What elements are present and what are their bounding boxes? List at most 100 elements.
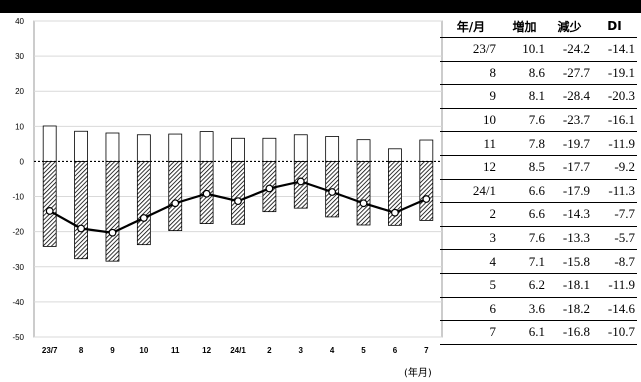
decrease-bar	[136, 161, 151, 246]
table-row: 6 3.6 -18.2 -14.6	[440, 297, 637, 322]
di-point	[139, 214, 148, 222]
table-cell: -11.9	[592, 131, 637, 156]
increase-bar	[262, 137, 277, 162]
table-cell: -20.3	[592, 84, 637, 109]
increase-bar	[388, 148, 402, 162]
table-cell: 6.1	[502, 320, 547, 345]
x-tick-label: 2	[267, 346, 272, 355]
table-cell: -15.8	[547, 249, 592, 274]
table-cell: 7	[440, 320, 502, 345]
x-tick-label: 6	[393, 346, 398, 355]
increase-bar	[231, 137, 245, 162]
decrease-bar	[168, 161, 183, 232]
table-cell: 8.1	[502, 84, 547, 109]
table-cell: -28.4	[547, 84, 592, 109]
table-cell: 6.2	[502, 273, 547, 298]
x-tick-label: 9	[110, 346, 115, 355]
table-row: 9 8.1 -28.4 -20.3	[440, 84, 637, 109]
decrease-bar	[356, 161, 371, 226]
table-cell: 12	[440, 155, 502, 180]
table-cell: 24/1	[440, 179, 502, 204]
table-cell: -10.7	[592, 320, 637, 345]
table-cell: 8.5	[502, 155, 547, 180]
y-tick-label: 10	[15, 122, 24, 131]
top-title-bar	[0, 0, 641, 13]
y-tick-label: -40	[12, 298, 24, 307]
x-tick-label: 5	[361, 346, 366, 355]
table-header-cell: 増加	[502, 15, 547, 38]
table-row: 4 7.1 -15.8 -8.7	[440, 249, 637, 274]
table-cell: -19.7	[547, 131, 592, 156]
decrease-bar	[419, 161, 434, 221]
di-point	[234, 197, 242, 206]
table-cell: -18.1	[547, 273, 592, 298]
table-cell: 7.1	[502, 249, 547, 274]
table-cell: -13.3	[547, 226, 592, 251]
table-row: 23/7 10.1 -24.2 -14.1	[440, 37, 637, 62]
table-cell: -24.2	[547, 37, 592, 62]
table-cell: -7.7	[592, 202, 637, 227]
y-tick-label: -10	[12, 193, 24, 202]
table-row: 3 7.6 -13.3 -5.7	[440, 226, 637, 251]
table-cell: 23/7	[440, 37, 502, 62]
di-point	[265, 184, 274, 193]
table-cell: 6.6	[502, 202, 547, 227]
x-tick-label: 23/7	[42, 346, 58, 355]
increase-bar	[168, 133, 183, 162]
table-cell: -11.9	[592, 273, 637, 298]
x-tick-label: 11	[171, 346, 180, 355]
table-cell: -8.7	[592, 249, 637, 274]
increase-bar	[74, 130, 88, 162]
table-cell: -5.7	[592, 226, 637, 251]
table-row: 5 6.2 -18.1 -11.9	[440, 273, 637, 298]
increase-bar	[199, 131, 214, 162]
di-point	[422, 195, 431, 203]
data-table: 年/月 増加 減少 DI 23/7 10.1 -24.2 -14.1 8 8.6 -27.7 -19…	[440, 15, 637, 345]
decrease-bar	[105, 161, 120, 262]
x-tick-label: 12	[202, 346, 211, 355]
table-body: 23/7 10.1 -24.2 -14.1 8 8.6 -27.7 -19.1 9 8.1 -28.…	[440, 37, 637, 345]
x-tick-label: 10	[139, 346, 148, 355]
table-cell: 10	[440, 108, 502, 133]
table-cell: -17.9	[547, 179, 592, 204]
table-cell: 2	[440, 202, 502, 227]
table-cell: -18.2	[547, 297, 592, 322]
di-chart: 40 30 20 10 0 -10 -20 -30 -40 -50 23/7 8 9 10 11 12 24/…	[12, 17, 443, 355]
table-cell: -16.1	[592, 108, 637, 133]
di-point	[391, 208, 399, 217]
increase-bar	[293, 134, 308, 162]
x-axis-labels: 23/7 8 9 10 11 12 24/1 2 3 4 5 6 7	[42, 346, 429, 355]
table-cell: -9.2	[592, 155, 637, 180]
table-cell: -14.1	[592, 37, 637, 62]
increase-bar	[136, 134, 151, 162]
y-tick-label: 40	[15, 17, 24, 26]
table-cell: 5	[440, 273, 502, 298]
table-cell: 7.6	[502, 226, 547, 251]
table-row: 10 7.6 -23.7 -16.1	[440, 108, 637, 133]
table-row: 12 8.5 -17.7 -9.2	[440, 155, 637, 180]
table-header-cell: 年/月	[440, 15, 502, 38]
increase-bar	[105, 132, 120, 162]
y-tick-label: -20	[12, 228, 24, 237]
di-point	[202, 189, 211, 198]
decrease-bar	[231, 161, 245, 225]
di-point	[328, 188, 337, 196]
table-cell: 11	[440, 131, 502, 156]
y-tick-label: -30	[12, 263, 24, 272]
decrease-bar	[42, 161, 57, 247]
table-row: 7 6.1 -16.8 -10.7	[440, 320, 637, 345]
increase-bar	[42, 125, 57, 162]
x-tick-label: 7	[424, 346, 429, 355]
decrease-bar	[74, 161, 88, 260]
table-header-cell: 減少	[547, 15, 592, 38]
table-cell: 7.8	[502, 131, 547, 156]
table-cell: 4	[440, 249, 502, 274]
table-row: 11 7.8 -19.7 -11.9	[440, 131, 637, 156]
y-tick-label: 0	[20, 157, 25, 166]
table-header-row: 年/月 増加 減少 DI	[440, 15, 637, 38]
table-cell: -19.1	[592, 61, 637, 86]
increase-bar	[325, 136, 340, 162]
table-cell: 3.6	[502, 297, 547, 322]
table-cell: -23.7	[547, 108, 592, 133]
table-row: 2 6.6 -14.3 -7.7	[440, 202, 637, 227]
